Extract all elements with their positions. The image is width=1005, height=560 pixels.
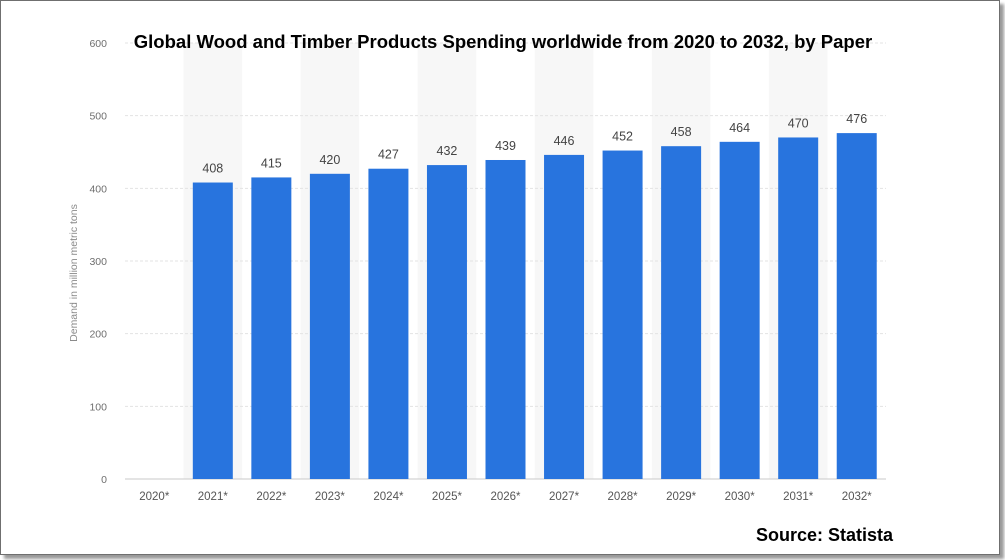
bar: [309, 173, 350, 480]
x-tick-label: 2029*: [666, 491, 697, 503]
bar: [778, 137, 819, 479]
y-tick-label: 100: [89, 401, 107, 413]
bar: [426, 165, 467, 479]
y-tick-label: 200: [89, 329, 107, 341]
data-label: 415: [261, 156, 282, 170]
bar: [368, 168, 409, 480]
y-tick-label: 600: [89, 38, 107, 50]
bars: 408 415 420 427 432 439 446 452 458 464 470 476: [192, 112, 877, 480]
x-tick-label: 2021*: [198, 491, 229, 503]
y-tick-label: 300: [89, 256, 107, 268]
x-tick-label: 2023*: [315, 491, 346, 503]
bar: [836, 133, 877, 479]
x-tick-label: 2030*: [725, 491, 756, 503]
data-label: 476: [846, 112, 867, 126]
data-label: 420: [319, 153, 340, 167]
axis-ticks: 0 100 200 300 400 500 600 2020* 2021* 2022* 2023* 2…: [89, 38, 872, 503]
x-tick-label: 2031*: [783, 491, 814, 503]
chart-title: Global Wood and Timber Products Spending…: [134, 31, 872, 52]
bar: [544, 154, 585, 479]
x-tick-label: 2027*: [549, 491, 580, 503]
data-label: 408: [202, 162, 223, 176]
data-label: 446: [554, 134, 575, 148]
x-tick-label: 2026*: [490, 491, 521, 503]
data-label: 432: [437, 144, 458, 158]
data-label: 439: [495, 139, 516, 153]
x-tick-label: 2024*: [373, 491, 404, 503]
x-tick-label: 2025*: [432, 491, 463, 503]
source-note: Source: Statista: [756, 525, 894, 545]
y-tick-label: 0: [101, 474, 107, 486]
data-label: 458: [671, 125, 692, 139]
bar: [192, 182, 233, 479]
data-label: 470: [788, 116, 809, 130]
y-axis-label: Demand in million metric tons: [68, 204, 80, 342]
x-tick-label: 2020*: [139, 491, 170, 503]
bar: [661, 146, 702, 480]
y-tick-label: 500: [89, 111, 107, 123]
data-label: 452: [612, 130, 633, 144]
bar: [602, 150, 643, 479]
bar: [251, 177, 292, 479]
x-tick-label: 2028*: [608, 491, 639, 503]
y-tick-label: 400: [89, 183, 107, 195]
x-tick-label: 2022*: [256, 491, 287, 503]
bar: [485, 159, 526, 479]
bar: [719, 141, 760, 479]
x-tick-label: 2032*: [842, 491, 873, 503]
data-label: 427: [378, 148, 399, 162]
data-label: 464: [729, 121, 750, 135]
